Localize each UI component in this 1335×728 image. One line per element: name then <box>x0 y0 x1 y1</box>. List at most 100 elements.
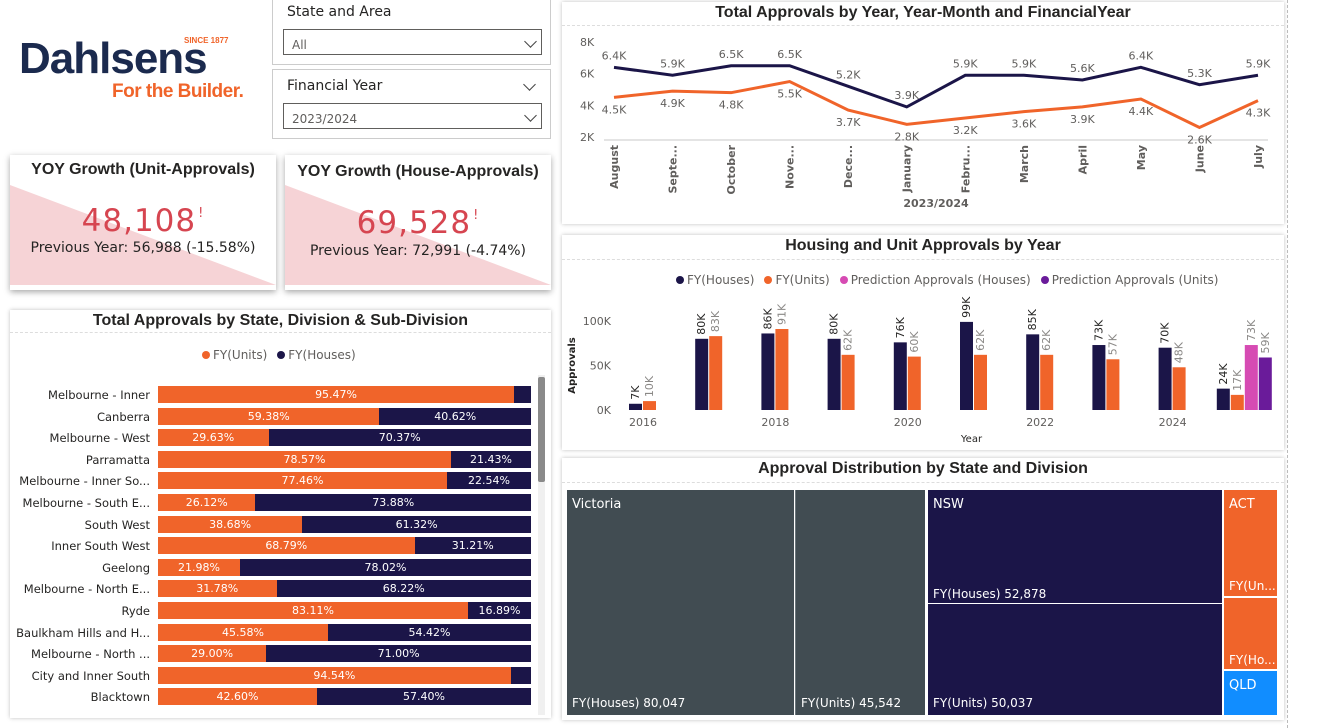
state-bar-units[interactable]: 94.54% <box>158 666 511 684</box>
state-bar-category-label: Ryde <box>121 604 150 618</box>
state-bar-row[interactable]: Geelong 21.98% 78.02% <box>10 558 550 577</box>
state-bar-units[interactable]: 26.12% <box>158 494 256 511</box>
line-data-label: 5.9K <box>660 57 685 70</box>
year-bar <box>1244 345 1258 410</box>
year-y-tick: 0K <box>597 404 612 417</box>
scrollbar-thumb[interactable] <box>538 377 545 482</box>
year-bar-label: 76K <box>894 316 907 338</box>
fy-collapse-chevron-icon[interactable] <box>523 78 536 91</box>
state-bar-row[interactable]: Melbourne - Inner 95.47% <box>10 386 550 404</box>
state-bar-houses[interactable]: 70.37% <box>268 429 531 447</box>
treemap-act-houses[interactable]: FY(Ho... <box>1224 597 1277 669</box>
year-bar <box>709 336 723 410</box>
state-bar-units[interactable]: 38.68% <box>158 515 303 533</box>
state-bar-category-label: Melbourne - North ... <box>31 647 150 662</box>
state-bar-row[interactable]: Blacktown 42.60% 57.40% <box>10 688 550 706</box>
brand-tagline: For the Builder. <box>112 81 244 102</box>
state-bar-houses[interactable] <box>514 386 531 403</box>
state-bar-houses[interactable]: 16.89% <box>468 602 531 619</box>
kpi-unit-value: 48,108! <box>10 203 276 239</box>
state-bar-units[interactable]: 42.60% <box>158 688 317 706</box>
state-bar-units[interactable]: 78.57% <box>158 450 452 468</box>
treemap-title: Approval Distribution by State and Divis… <box>758 460 1088 477</box>
state-bar-units[interactable]: 59.38% <box>158 407 380 425</box>
state-bar-units[interactable]: 29.00% <box>158 645 267 663</box>
fy-dropdown[interactable]: 2023/2024 <box>283 103 542 129</box>
year-bar-label: 91K <box>775 303 788 325</box>
treemap-nsw-houses[interactable]: NSW FY(Houses) 52,878 <box>928 490 1222 603</box>
state-bar-row[interactable]: Canberra 59.38% 40.62% <box>10 407 550 426</box>
line-data-label: 4.9K <box>660 97 685 110</box>
treemap-qld[interactable]: QLD <box>1224 671 1277 715</box>
state-bar-units[interactable]: 29.63% <box>158 429 269 447</box>
year-bar-label: 24K <box>1217 363 1230 385</box>
state-bar-category-label: Parramatta <box>85 452 150 467</box>
state-bar-row[interactable]: Melbourne - South E... 26.12% 73.88% <box>10 494 550 512</box>
treemap-nsw-units[interactable]: FY(Units) 50,037 <box>928 604 1222 715</box>
legend-fy-houses[interactable]: FY(Houses) <box>676 273 754 287</box>
state-bar-houses[interactable]: 21.43% <box>451 450 531 468</box>
brand-since: SINCE 1877 <box>184 36 229 45</box>
legend-pred-houses[interactable]: Prediction Approvals (Houses) <box>839 273 1031 287</box>
state-bar-row[interactable]: Baulkham Hills and H... 45.58% 54.42% <box>10 623 550 642</box>
state-bar-houses[interactable]: 71.00% <box>266 645 531 663</box>
state-bar-houses[interactable] <box>510 666 531 684</box>
year-bar <box>1216 388 1230 410</box>
state-bar-units[interactable]: 45.58% <box>158 623 328 641</box>
treemap-victoria-units[interactable]: FY(Units) 45,542 <box>795 490 925 715</box>
line-x-tick: May <box>1135 145 1148 170</box>
line-x-tick: March <box>1018 145 1031 183</box>
treemap-nsw-label: NSW <box>933 497 964 512</box>
state-bar-houses[interactable]: 73.88% <box>255 494 531 511</box>
state-bar-units[interactable]: 77.46% <box>158 472 447 490</box>
year-y-tick: 50K <box>590 360 612 373</box>
state-bar-row[interactable]: Melbourne - North E... 31.78% 68.22% <box>10 580 550 598</box>
year-bar-label: 48K <box>1173 341 1186 363</box>
year-bar <box>1092 345 1106 410</box>
legend-houses[interactable]: FY(Houses) <box>277 348 356 362</box>
yearly-chart-title: Housing and Unit Approvals by Year <box>785 237 1061 254</box>
state-bar-houses[interactable]: 40.62% <box>379 407 531 425</box>
state-bar-houses[interactable]: 54.42% <box>328 623 531 641</box>
state-bar-units[interactable]: 21.98% <box>158 558 240 576</box>
legend-fy-houses-label: FY(Houses) <box>687 273 755 287</box>
state-bar-row[interactable]: City and Inner South 94.54% <box>10 666 550 685</box>
vertical-scrollbar[interactable] <box>538 375 545 715</box>
legend-units[interactable]: FY(Units) <box>202 348 267 362</box>
state-bar-row[interactable]: Parramatta 78.57% 21.43% <box>10 450 550 469</box>
state-dropdown[interactable]: All <box>283 29 542 55</box>
legend-fy-units[interactable]: FY(Units) <box>764 273 830 287</box>
line-data-label: 5.9K <box>1011 57 1036 70</box>
line-y-tick: 4K <box>580 99 595 112</box>
kpi-unit-title: YOY Growth (Unit-Approvals) <box>31 161 255 178</box>
legend-pred-units[interactable]: Prediction Approvals (Units) <box>1040 273 1218 287</box>
state-bar-row[interactable]: South West 38.68% 61.32% <box>10 515 550 534</box>
state-bar-houses[interactable]: 61.32% <box>302 515 531 533</box>
line-data-label: 3.7K <box>836 116 861 129</box>
state-bar-houses[interactable]: 68.22% <box>276 580 531 598</box>
state-bar-houses[interactable]: 78.02% <box>239 558 531 576</box>
year-bar-label: 59K <box>1259 331 1272 353</box>
state-bar-row[interactable]: Ryde 83.11% 16.89% <box>10 602 550 620</box>
state-bar-row[interactable]: Melbourne - West 29.63% 70.37% <box>10 429 550 447</box>
treemap-act-units[interactable]: ACT FY(Un... <box>1224 490 1277 596</box>
state-bar-row[interactable]: Melbourne - Inner So... 77.46% 22.54% <box>10 472 550 490</box>
treemap-qld-label: QLD <box>1229 678 1257 693</box>
treemap-victoria-houses[interactable]: Victoria FY(Houses) 80,047 <box>567 490 794 715</box>
state-bar-row[interactable]: Inner South West 68.79% 31.21% <box>10 537 550 555</box>
state-bar-row[interactable]: Melbourne - North ... 29.00% 71.00% <box>10 645 550 663</box>
state-bar-units[interactable]: 95.47% <box>158 386 515 403</box>
fy-dropdown-value: 2023/2024 <box>292 112 358 126</box>
state-bar-units[interactable]: 83.11% <box>158 602 468 619</box>
year-bar-label: 80K <box>828 313 841 335</box>
state-bar-houses[interactable]: 31.21% <box>414 537 531 555</box>
line-data-label: 6.5K <box>719 48 744 61</box>
state-bar-houses[interactable]: 57.40% <box>316 688 531 706</box>
kpi-house-title: YOY Growth (House-Approvals) <box>297 163 539 180</box>
state-bar-units[interactable]: 68.79% <box>158 537 415 555</box>
monthly-approvals-chart: Total Approvals by Year, Year-Month and … <box>562 2 1284 224</box>
legend-fy-units-label: FY(Units) <box>775 273 830 287</box>
state-bar-houses[interactable]: 22.54% <box>446 472 531 490</box>
state-dropdown-value: All <box>292 38 307 52</box>
state-bar-units[interactable]: 31.78% <box>158 580 277 598</box>
